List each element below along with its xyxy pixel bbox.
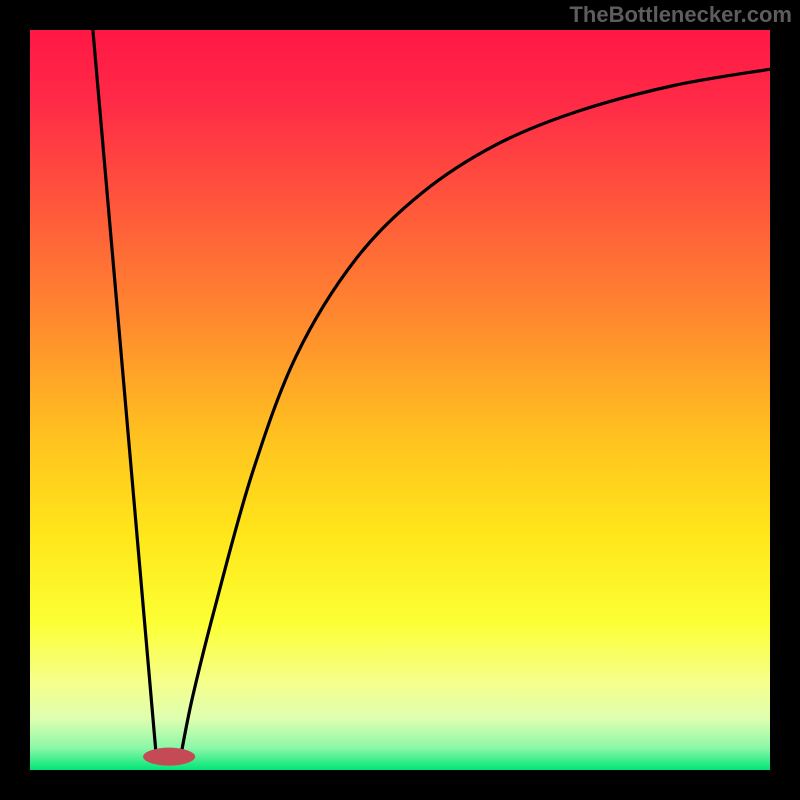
bottleneck-chart [0, 0, 800, 800]
bottleneck-marker [143, 748, 195, 766]
attribution-label: TheBottlenecker.com [569, 2, 792, 28]
plot-area [30, 30, 770, 770]
chart-container: { "attribution": { "text": "TheBottlenec… [0, 0, 800, 800]
